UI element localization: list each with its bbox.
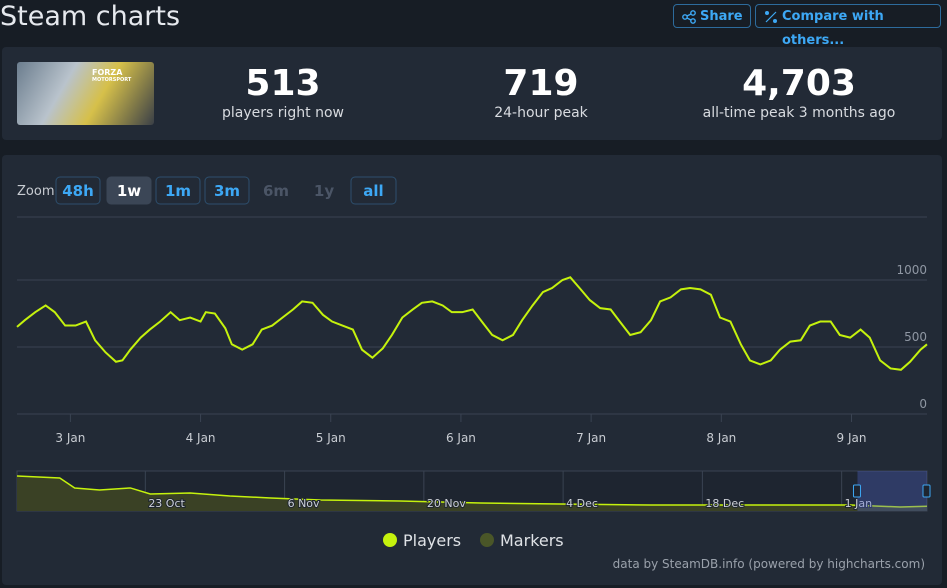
navigator-handle[interactable]: [852, 484, 861, 498]
stat-value: 513: [245, 63, 321, 104]
navigator-tick-label: 23 Oct: [148, 497, 185, 510]
zoom-button-label: 48h: [62, 182, 94, 200]
zoom-button: 1y: [314, 182, 334, 200]
stat: 513 players right now: [168, 63, 398, 121]
zoom-button[interactable]: 48h: [55, 176, 101, 205]
legend-item[interactable]: Players: [383, 531, 461, 550]
legend-label: Markers: [500, 531, 564, 550]
zoom-button[interactable]: 1w: [106, 176, 152, 205]
zoom-button-bg: [55, 176, 101, 205]
logo-bottom: MOTORSPORT: [92, 77, 132, 83]
zoom-button-label: 1y: [314, 182, 334, 200]
compare-button[interactable]: Compare with others...: [755, 4, 941, 48]
stat-value: 719: [503, 63, 579, 104]
zoom-button-label: 6m: [263, 182, 289, 200]
stat: 719 24-hour peak: [426, 63, 656, 121]
zoom-button[interactable]: 1m: [155, 176, 201, 205]
stat-label: all-time peak 3 months ago: [702, 105, 896, 121]
zoom-label: Zoom: [17, 184, 54, 199]
legend-item[interactable]: Markers: [480, 531, 564, 550]
x-tick-label: 6 Jan: [446, 431, 476, 445]
legend-label: Players: [403, 531, 461, 550]
navigator-selection: [857, 471, 927, 511]
zoom-button[interactable]: all: [350, 176, 397, 205]
legend-marker: [383, 533, 397, 547]
navigator-tick-label: 20 Nov: [427, 497, 466, 510]
x-tick-label: 5 Jan: [316, 431, 346, 445]
legend-marker: [480, 533, 494, 547]
compare-label: Compare with others...: [782, 9, 884, 48]
y-tick-label: 0: [919, 397, 927, 411]
page-title: Steam charts: [0, 1, 181, 32]
zoom-button-bg: [155, 176, 201, 205]
stat-label: players right now: [222, 105, 344, 121]
logo-top: FORZA: [92, 68, 123, 77]
zoom-button-bg: [350, 176, 397, 205]
navigator-line: [16, 475, 928, 508]
x-tick-label: 3 Jan: [55, 431, 85, 445]
share-button[interactable]: Share: [673, 4, 751, 28]
x-tick-label: 9 Jan: [837, 431, 867, 445]
zoom-button-label: all: [363, 182, 383, 200]
x-tick-label: 4 Jan: [186, 431, 216, 445]
stat-label: 24-hour peak: [494, 105, 588, 121]
compare-icon: [765, 11, 777, 23]
zoom-button-label: 1m: [165, 182, 191, 200]
zoom-button: 6m: [263, 182, 289, 200]
zoom-button-bg: [204, 176, 250, 205]
zoom-button-label: 1w: [117, 182, 141, 200]
zoom-button[interactable]: 3m: [204, 176, 250, 205]
stat: 4,703 all-time peak 3 months ago: [684, 63, 914, 121]
credit: data by SteamDB.info (powered by highcha…: [613, 557, 925, 571]
zoom-button-bg: [106, 176, 152, 205]
x-tick-label: 7 Jan: [576, 431, 606, 445]
navigator-area: [17, 475, 927, 511]
x-tick-label: 8 Jan: [706, 431, 736, 445]
navigator-tick-label: 1 Jan: [845, 497, 872, 510]
navigator-tick-label: 18 Dec: [705, 497, 744, 510]
zoom-button-label: 3m: [214, 182, 240, 200]
y-tick-label: 1000: [896, 263, 927, 277]
stat-value: 4,703: [742, 63, 856, 104]
stats-panel: FORZA MOTORSPORT 513 players right now 71…: [2, 47, 942, 140]
series-line: [16, 276, 928, 371]
navigator-handle[interactable]: [922, 484, 931, 498]
game-image: FORZA MOTORSPORT: [17, 62, 154, 125]
y-tick-label: 500: [904, 330, 927, 344]
navigator-tick-label: 4 Dec: [566, 497, 598, 510]
share-icon: [682, 10, 696, 24]
navigator-tick-label: 6 Nov: [288, 497, 320, 510]
chart-panel: [2, 155, 942, 585]
share-label: Share: [700, 9, 743, 24]
